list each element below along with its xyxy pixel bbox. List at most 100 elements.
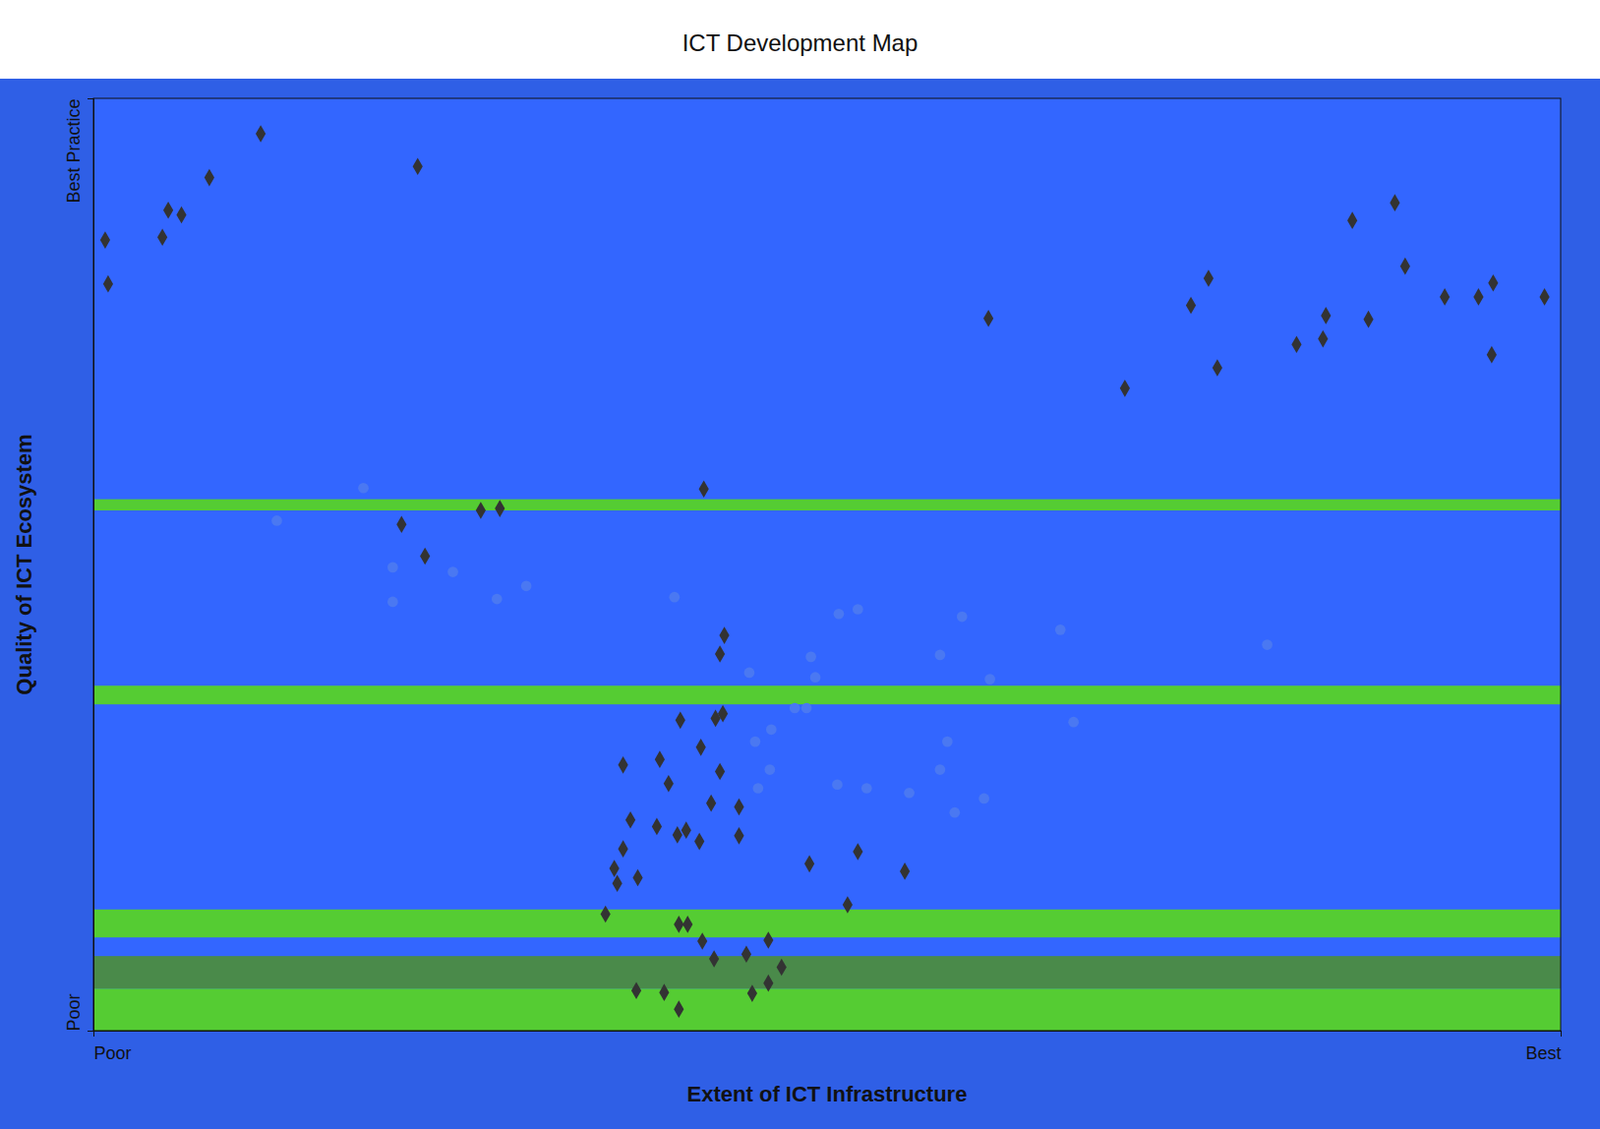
point [942,736,953,748]
point [654,750,665,769]
point [255,124,266,143]
point [753,782,765,794]
point [1400,257,1411,276]
point [804,854,815,873]
point [766,723,777,735]
y-tick-label: Poor [63,993,84,1031]
point [658,983,669,1002]
point [609,859,620,878]
point [718,626,729,645]
point [733,798,744,817]
point [1389,193,1400,212]
point [675,711,686,729]
point [852,842,863,861]
point [1291,335,1302,354]
x-axis: Poor Best [94,1030,1562,1064]
point [935,650,947,661]
point [714,763,725,781]
point [100,231,111,249]
point [625,811,636,830]
point [612,874,623,892]
point [521,580,533,592]
point [776,958,787,977]
point [763,931,773,949]
point [1212,358,1223,377]
point [956,611,968,623]
point [1120,379,1130,398]
point [1317,330,1328,349]
point [1185,296,1196,315]
point [861,782,873,794]
point [447,566,459,578]
point [618,839,629,858]
plot: Poor Best Poor Best Practice [63,98,1562,1064]
point [475,501,486,520]
point [978,793,990,805]
point [1473,288,1483,306]
point [694,832,705,851]
x-axis-title: Extent of ICT Infrastructure [687,1081,968,1107]
point [413,157,423,176]
y-tick-label: Best Practice [63,99,84,204]
point [651,818,662,836]
point [709,949,719,968]
y-axis: Poor Best Practice [63,99,95,1032]
point [600,905,611,924]
title: ICT Development Map [682,29,919,57]
point [984,673,996,685]
point [899,862,910,881]
x-tick-label: Poor [94,1043,132,1064]
band [93,955,1561,989]
point [103,275,114,294]
point [733,827,744,845]
plot-background [93,98,1561,1031]
point [1539,288,1549,306]
point [1055,624,1067,636]
point [176,206,186,225]
point [935,764,947,775]
point [706,794,716,813]
x-tick-mark [1560,1030,1562,1037]
point [1203,269,1214,288]
y-tick-mark [87,1030,94,1032]
point [747,984,758,1003]
point [1067,716,1079,728]
point [711,710,721,728]
band [93,499,1561,511]
point [699,479,710,498]
x-tick: Poor [94,1030,132,1064]
point [696,738,707,757]
point [668,592,680,603]
point [697,932,708,950]
plot-area [93,98,1561,1031]
point [681,821,692,839]
point [387,596,399,608]
point [842,895,853,914]
y-tick-mark [87,98,94,100]
x-axis-line [94,1031,1562,1038]
point [387,561,399,573]
plot-frame [93,98,1561,1031]
point [1487,274,1498,293]
point [1261,639,1273,651]
x-tick-label: Best [1525,1043,1561,1064]
point [983,309,994,328]
point [204,169,215,187]
series [100,124,1550,1018]
point [157,228,168,246]
point [672,826,683,844]
band [93,685,1561,705]
point [805,651,817,663]
point [750,736,762,748]
point [714,645,725,663]
point [948,807,960,819]
point [741,945,752,963]
point [618,756,629,774]
point [491,593,503,605]
point [764,764,775,775]
point [833,608,845,620]
point [1362,310,1373,329]
x-tick: Best [1525,1030,1561,1064]
point [396,515,407,534]
point [763,974,773,993]
